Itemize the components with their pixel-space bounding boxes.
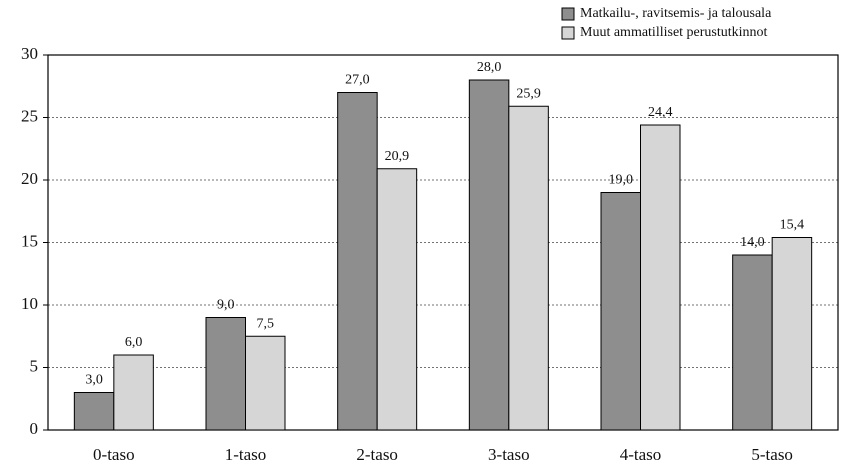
bar [468,79,510,431]
bar [732,254,773,431]
x-tick-label: 5-taso [751,445,793,464]
value-label: 24,4 [648,105,673,120]
value-label: 14,0 [740,235,765,250]
legend-label: Muut ammatilliset perustutkinnot [580,25,768,40]
x-tick-label: 3-taso [488,445,530,464]
bar [508,105,549,431]
value-label: 19,0 [609,173,634,188]
plot-frame [47,54,839,431]
x-tick-label: 1-taso [225,445,267,464]
bar [73,392,115,431]
bar [337,92,378,431]
bar [113,354,154,431]
y-tick-label: 5 [30,356,39,375]
legend-swatch [561,26,575,40]
x-tick-label: 4-taso [620,445,662,464]
legend-label: Matkailu-, ravitsemis- ja talousala [580,6,772,21]
y-tick-label: 15 [21,231,38,250]
x-tick-label: 2-taso [356,445,398,464]
bar [205,317,246,431]
value-label: 28,0 [477,60,502,75]
value-label: 20,9 [385,149,410,164]
value-label: 27,0 [345,73,370,88]
y-tick-label: 25 [21,106,38,125]
value-label: 9,0 [217,298,235,313]
value-label: 25,9 [516,86,541,101]
legend-swatch [561,7,575,21]
value-label: 7,5 [257,316,275,331]
y-tick-label: 0 [30,419,39,438]
bar [640,124,681,431]
bar [771,237,813,431]
x-tick-label: 0-taso [93,445,135,464]
y-tick-label: 30 [21,44,38,63]
y-tick-label: 20 [21,169,38,188]
value-label: 3,0 [85,373,103,388]
y-tick-label: 10 [21,294,38,313]
value-label: 15,4 [780,218,805,233]
value-label: 6,0 [125,335,143,350]
bar [600,192,641,431]
bar [245,335,286,431]
bar [376,168,418,431]
